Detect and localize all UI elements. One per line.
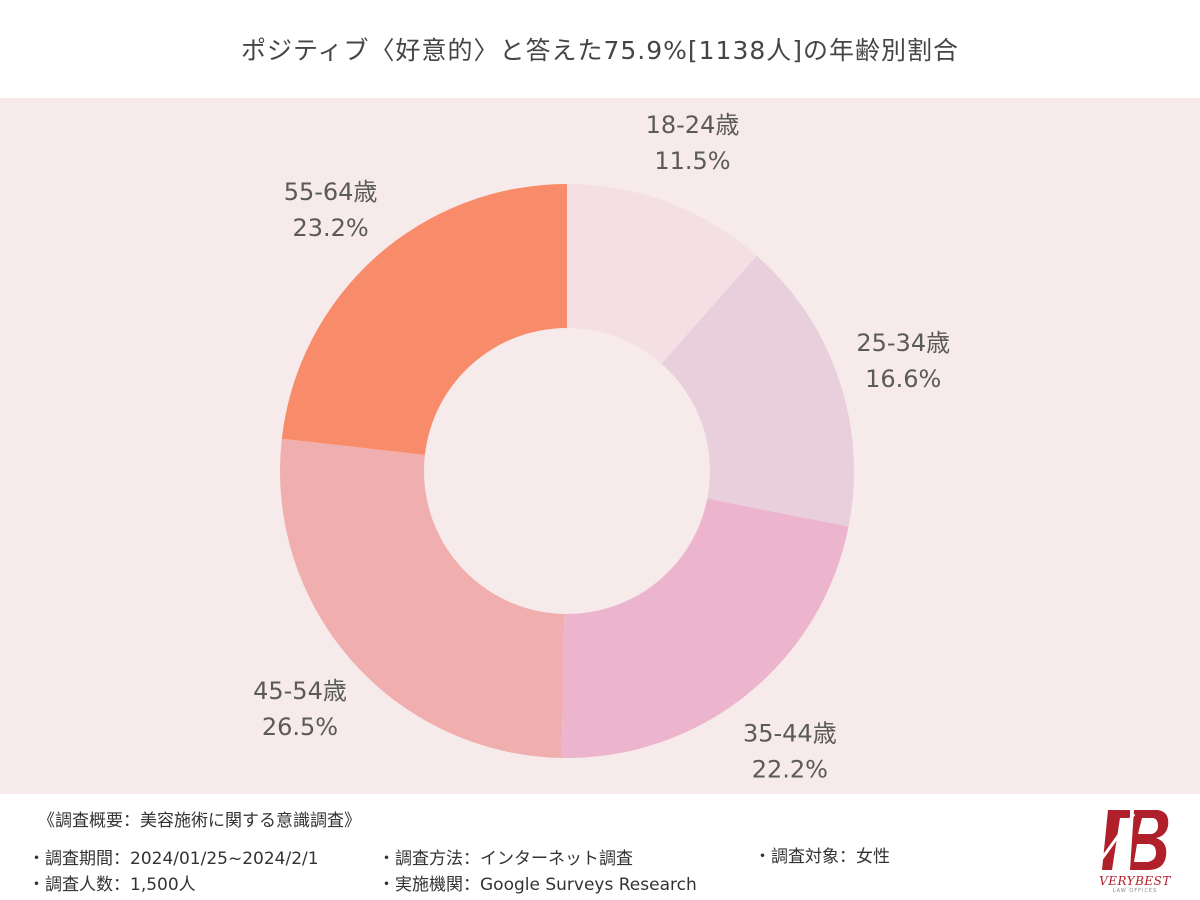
chart-title: ポジティブ〈好意的〉と答えた75.9%[1138人]の年齢別割合: [240, 36, 960, 65]
slice-25-34歳: [661, 255, 854, 527]
slice-value-label: 11.5%: [654, 147, 730, 175]
survey-org: ・実施機関：Google Surveys Research: [378, 875, 697, 895]
slice-category-label: 45-54歳: [253, 677, 347, 705]
slice-value-label: 26.5%: [262, 713, 338, 741]
slice-value-label: 23.2%: [292, 214, 368, 242]
verybest-logo: VERYBEST LAW OFFICES: [1090, 804, 1180, 894]
logo-subtitle: LAW OFFICES: [1112, 888, 1158, 894]
slice-55-64歳: [281, 184, 567, 455]
slice-category-label: 35-44歳: [743, 719, 837, 747]
donut-chart: 18-24歳 11.5% 25-34歳 16.6% 35-44歳 22.2% 45-54歳 2…: [253, 111, 950, 783]
slice-45-54歳: [279, 438, 565, 758]
survey-method: ・調査方法：インターネット調査: [378, 849, 633, 869]
slice-value-label: 16.6%: [865, 365, 941, 393]
slice-category-label: 55-64歳: [284, 178, 378, 206]
survey-target: ・調査対象：女性: [754, 847, 890, 867]
survey-count: ・調査人数：1,500人: [28, 875, 196, 895]
survey-period: ・調査期間：2024/01/25~2024/2/1: [28, 849, 319, 869]
logo-name: VERYBEST: [1099, 874, 1171, 888]
slice-35-44歳: [561, 498, 849, 759]
chart-panel: 18-24歳 11.5% 25-34歳 16.6% 35-44歳 22.2% 45-54歳 2…: [0, 98, 1200, 794]
slice-category-label: 18-24歳: [646, 111, 740, 139]
slice-category-label: 25-34歳: [856, 329, 950, 357]
logo-mark-icon: [1096, 810, 1169, 870]
slice-value-label: 22.2%: [752, 755, 828, 783]
survey-heading: 《調査概要：美容施術に関する意識調査》: [38, 811, 361, 831]
survey-summary: 《調査概要：美容施術に関する意識調査》 ・調査期間：2024/01/25~202…: [0, 794, 1200, 900]
slice-18-24歳: [567, 184, 757, 364]
